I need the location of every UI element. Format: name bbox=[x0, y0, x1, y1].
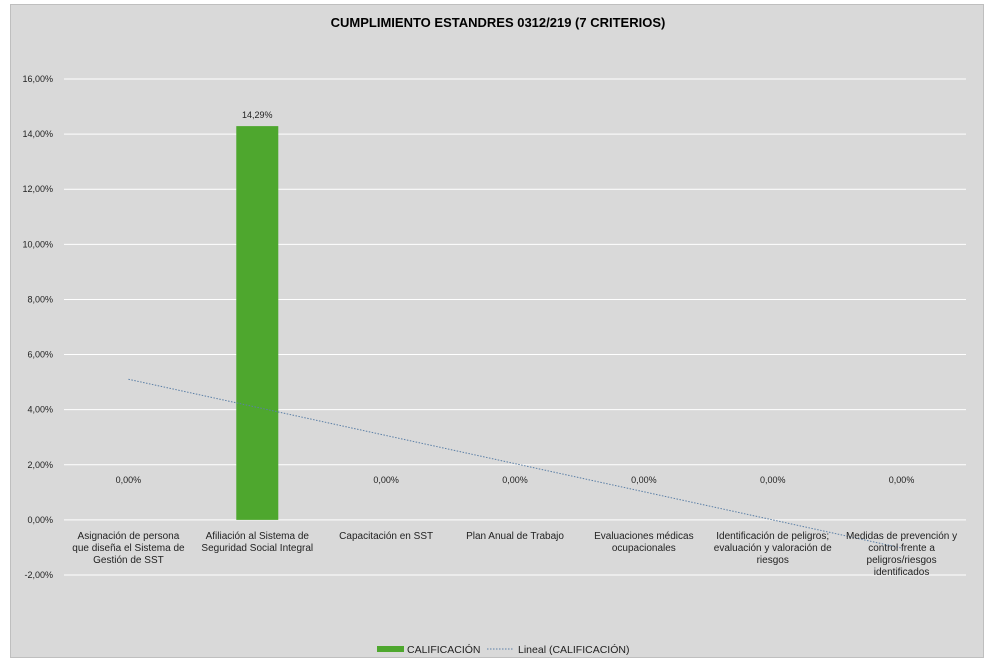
legend-swatch-calificacion bbox=[377, 646, 404, 652]
y-tick-label: 2,00% bbox=[27, 460, 53, 470]
data-label: 14,29% bbox=[242, 110, 273, 120]
chart-title: CUMPLIMIENTO ESTANDRES 0312/219 (7 CRITE… bbox=[331, 15, 666, 30]
y-tick-label: 16,00% bbox=[22, 74, 53, 84]
category-label-line: Capacitación en SST bbox=[339, 531, 433, 542]
category-label-line: Seguridad Social Integral bbox=[201, 543, 313, 554]
category-label-line: Gestión de SST bbox=[93, 555, 164, 566]
data-labels: 0,00% 14,29% 0,00% 0,00% 0,00% 0,00% 0,00% bbox=[116, 110, 915, 485]
y-tick-label: 4,00% bbox=[27, 405, 53, 415]
y-tick-label: 10,00% bbox=[22, 239, 53, 249]
category-label: Identificación de peligros; evaluación y … bbox=[714, 531, 832, 566]
category-label: Asignación de persona que diseña el Siste… bbox=[72, 531, 185, 566]
y-tick-label: 12,00% bbox=[22, 184, 53, 194]
y-tick-label: 6,00% bbox=[27, 350, 53, 360]
category-label: Capacitación en SST bbox=[339, 531, 433, 542]
data-label: 0,00% bbox=[760, 475, 786, 485]
y-tick-label: -2,00% bbox=[24, 570, 53, 580]
category-label-line: Identificación de peligros; bbox=[716, 531, 829, 542]
chart-svg: CUMPLIMIENTO ESTANDRES 0312/219 (7 CRITE… bbox=[22, 15, 966, 656]
bar bbox=[236, 126, 279, 520]
category-label-line: Medidas de prevención y bbox=[846, 531, 957, 542]
category-label-line: Plan Anual de Trabajo bbox=[466, 531, 564, 542]
data-label: 0,00% bbox=[631, 475, 657, 485]
gridlines bbox=[64, 78, 966, 576]
category-labels: Asignación de persona que diseña el Siste… bbox=[72, 531, 957, 578]
y-tick-label: 0,00% bbox=[27, 515, 53, 525]
bars bbox=[236, 126, 279, 520]
category-label-line: Evaluaciones médicas bbox=[594, 531, 694, 542]
data-label: 0,00% bbox=[373, 475, 399, 485]
category-label-line: evaluación y valoración de bbox=[714, 543, 832, 554]
data-label: 0,00% bbox=[116, 475, 142, 485]
category-label-line: Asignación de persona bbox=[78, 531, 180, 542]
legend-label-trendline: Lineal (CALIFICACIÓN) bbox=[518, 643, 629, 656]
category-label: Afiliación al Sistema de Seguridad Social… bbox=[201, 531, 313, 554]
y-tick-label: 14,00% bbox=[22, 129, 53, 139]
chart-frame: CUMPLIMIENTO ESTANDRES 0312/219 (7 CRITE… bbox=[10, 4, 984, 658]
category-label: Plan Anual de Trabajo bbox=[466, 531, 564, 542]
y-tick-label: 8,00% bbox=[27, 294, 53, 304]
legend-label-calificacion: CALIFICACIÓN bbox=[407, 643, 481, 656]
category-label-line: Afiliación al Sistema de bbox=[206, 531, 310, 542]
data-label: 0,00% bbox=[889, 475, 915, 485]
category-label-line: control frente a bbox=[868, 543, 935, 554]
category-label-line: que diseña el Sistema de bbox=[72, 543, 185, 554]
category-label-line: ocupacionales bbox=[612, 543, 676, 554]
category-label-line: identificados bbox=[874, 567, 930, 578]
category-label-line: peligros/riesgos bbox=[867, 555, 937, 566]
legend: CALIFICACIÓN Lineal (CALIFICACIÓN) bbox=[377, 643, 629, 656]
category-label-line: riesgos bbox=[757, 555, 789, 566]
data-label: 0,00% bbox=[502, 475, 528, 485]
category-label: Evaluaciones médicas ocupacionales bbox=[594, 531, 694, 554]
y-axis-tick-labels: -2,00% 0,00% 2,00% 4,00% 6,00% 8,00% 10,00% 12,… bbox=[22, 74, 53, 580]
